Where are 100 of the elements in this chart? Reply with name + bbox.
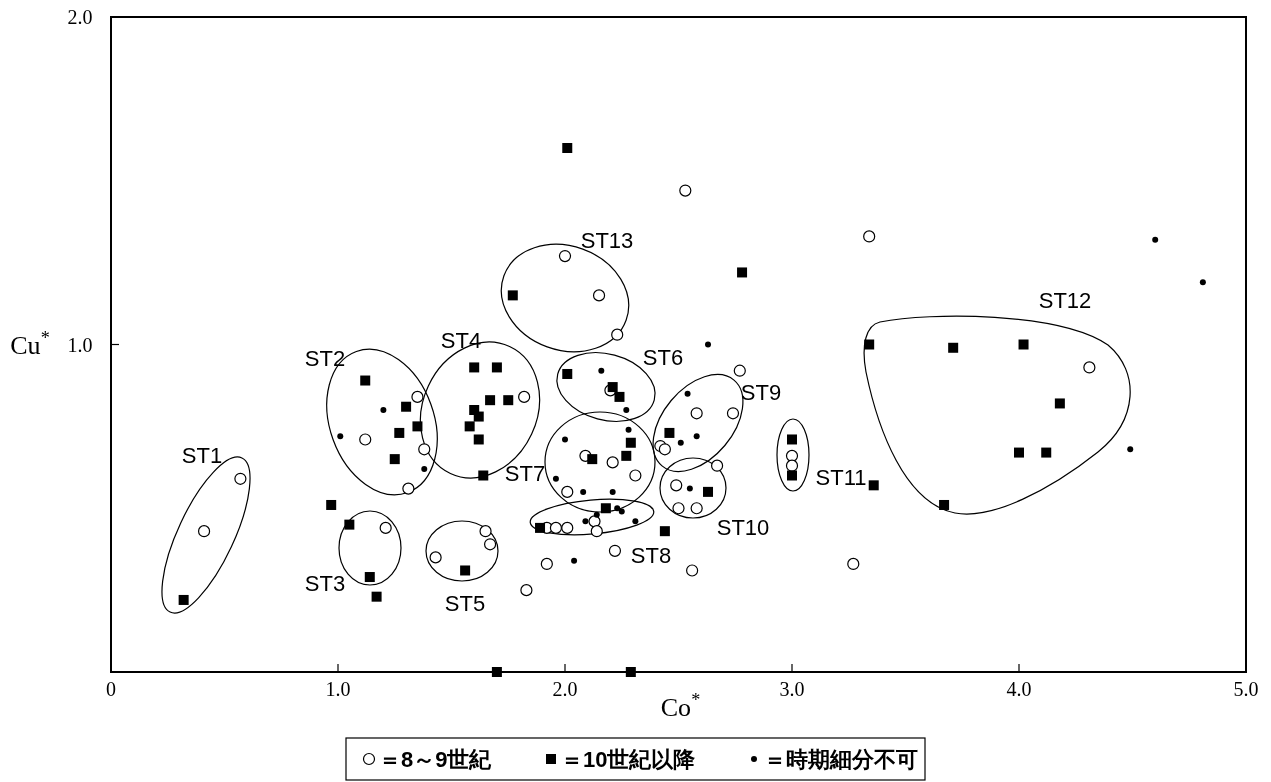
point <box>1083 361 1096 374</box>
point <box>629 469 642 482</box>
point <box>868 480 879 491</box>
point <box>507 290 518 301</box>
point <box>863 230 876 243</box>
annotation: ST10 <box>716 515 770 540</box>
point <box>540 557 553 571</box>
point <box>785 459 799 472</box>
point <box>618 508 625 515</box>
point <box>503 395 514 406</box>
point <box>518 390 531 403</box>
x-tick-label: 5.0 <box>1233 678 1259 700</box>
point <box>562 368 573 379</box>
point <box>412 421 423 432</box>
point <box>590 525 603 538</box>
point <box>658 443 671 456</box>
point <box>421 465 428 472</box>
annotation: ST3 <box>304 571 346 596</box>
point <box>491 667 502 677</box>
point <box>632 518 639 525</box>
point <box>593 511 600 518</box>
annotation: ST2 <box>304 346 346 371</box>
y-axis-title: Cu$^{*}$ <box>10 327 50 360</box>
annotation: ST12 <box>1038 288 1092 313</box>
point <box>614 391 625 402</box>
point <box>592 289 606 302</box>
point <box>552 475 559 482</box>
point <box>625 667 636 677</box>
point <box>600 503 611 514</box>
x-tick-label: 0 <box>106 678 116 700</box>
point <box>686 485 693 492</box>
legend-label: ＝10世紀以降 <box>561 747 697 772</box>
point <box>606 456 619 469</box>
point <box>614 505 621 512</box>
point <box>670 479 683 492</box>
point <box>686 564 699 577</box>
point <box>1018 339 1029 350</box>
point <box>672 502 685 515</box>
annotation: ST4 <box>440 328 482 353</box>
point <box>677 439 684 446</box>
point <box>587 454 598 465</box>
point <box>326 499 337 510</box>
point <box>705 341 712 348</box>
point <box>344 519 355 530</box>
point <box>625 426 632 433</box>
x-axis-title: Co$^{*}$ <box>660 690 701 722</box>
point <box>429 551 442 564</box>
annotation: ST8 <box>630 543 672 568</box>
point <box>787 434 797 445</box>
point <box>418 443 431 456</box>
point <box>389 454 400 465</box>
annotation: ST5 <box>444 591 486 616</box>
annotation: ST6 <box>642 345 684 370</box>
point <box>562 143 573 153</box>
point <box>611 328 624 341</box>
x-tick-label: 4.0 <box>1006 678 1032 700</box>
point <box>679 184 692 197</box>
point <box>608 544 622 557</box>
point <box>359 433 372 446</box>
point <box>621 450 632 461</box>
point <box>571 557 578 564</box>
point <box>561 485 574 498</box>
point <box>607 382 618 393</box>
point <box>535 522 546 533</box>
point <box>1152 236 1159 243</box>
point <box>693 433 700 440</box>
point <box>598 367 605 374</box>
point <box>847 557 860 571</box>
point <box>737 267 748 278</box>
point <box>939 499 950 510</box>
point <box>664 427 675 438</box>
x-tick-label: 2.0 <box>552 678 578 700</box>
point <box>690 502 703 515</box>
point <box>491 362 502 373</box>
point <box>469 362 480 373</box>
point <box>609 488 616 495</box>
point <box>197 525 211 538</box>
point <box>364 572 375 583</box>
point <box>371 591 382 602</box>
x-tick-label: 1.0 <box>325 678 351 700</box>
point <box>623 407 630 413</box>
point <box>787 470 797 481</box>
legend-label: ＝時期細分不可 <box>764 747 918 772</box>
point <box>625 437 636 448</box>
point <box>520 584 533 597</box>
point <box>401 401 412 412</box>
point <box>411 390 424 403</box>
point <box>684 390 691 397</box>
point <box>402 482 415 495</box>
point <box>485 395 496 406</box>
point <box>479 525 492 538</box>
point <box>380 407 387 413</box>
point <box>1041 447 1052 458</box>
annotation: ST13 <box>580 228 634 253</box>
point <box>549 521 563 534</box>
point <box>659 526 670 537</box>
point <box>561 521 574 534</box>
point <box>464 421 475 432</box>
point <box>1199 279 1206 286</box>
point <box>1127 446 1134 453</box>
